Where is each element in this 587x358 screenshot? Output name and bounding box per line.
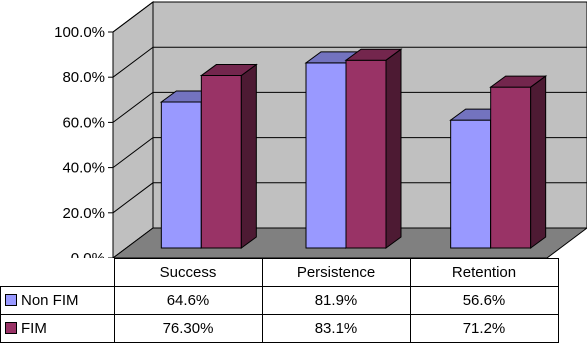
data-label: 76.30% [113,314,263,343]
data-table-row-fim: FIM 76.30% 83.1% 71.2% [0,314,559,343]
data-label: 56.6% [409,286,559,315]
category-label: Retention [409,258,559,287]
series-name: Non FIM [21,292,79,309]
gridline [112,182,587,214]
y-tick-label: 40.0% [62,160,105,177]
chart-side-wall [112,1,154,258]
data-table-header-row: Success Persistence Retention [1,258,559,287]
bar-front-face [450,119,492,249]
series-name: FIM [21,320,47,337]
data-label: 83.1% [261,314,411,343]
bar-front-face [345,59,387,249]
bar-side-face [530,75,547,249]
category-label: Persistence [261,258,411,287]
bar-fim-retention [489,75,548,249]
legend-entry-non-fim: Non FIM [0,286,115,315]
y-tick-label: 100.0% [54,24,105,41]
bar-fim-success [199,63,258,249]
bar-front-face [490,86,532,249]
data-table-corner [1,259,115,287]
y-tick-label: 20.0% [62,205,105,222]
bar-top-face [344,48,403,61]
category-label: Success [113,258,263,287]
bar-front-face [160,101,202,249]
gridline [112,137,587,169]
legend-swatch [5,294,17,306]
data-table-row-non-fim: Non FIM 64.6% 81.9% 56.6% [0,286,559,315]
y-tick-label: 80.0% [62,69,105,86]
legend-entry-fim: FIM [0,314,115,343]
bar-side-face [385,48,402,249]
gridline [112,1,587,33]
bar-top-face [199,64,258,77]
bars [159,48,548,249]
legend-swatch [5,322,17,334]
bar-side-face [240,63,257,249]
y-axis: 0.0% 20.0% 40.0% 60.0% 80.0% 100.0% [54,24,114,258]
gridlines [112,1,587,214]
y-tick-label: 60.0% [62,114,105,131]
data-label: 64.6% [113,286,263,315]
gridline [112,46,587,78]
data-label: 71.2% [409,314,559,343]
gridline [112,91,587,123]
y-tick-label: 0.0% [71,250,105,258]
bar-front-face [305,62,347,249]
bar-front-face [200,75,242,249]
bar-top-face [489,75,548,88]
bar-fim-persistence [344,48,403,249]
data-label: 81.9% [261,286,411,315]
bar-chart: 0.0% 20.0% 40.0% 60.0% 80.0% 100.0% [54,1,587,258]
data-table: Success Persistence Retention Non FIM 64… [0,258,559,343]
